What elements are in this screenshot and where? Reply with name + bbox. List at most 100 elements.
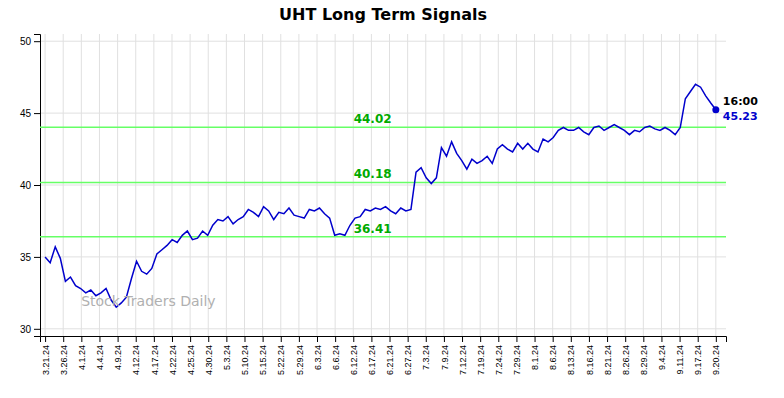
x-tick: 7.24.24 <box>494 336 504 375</box>
x-tick-mark <box>353 336 354 342</box>
x-tick: 6.6.24 <box>331 336 341 370</box>
grid-line-x <box>280 34 281 336</box>
x-tick: 4.12.24 <box>131 336 141 375</box>
x-tick-label: 4.1.24 <box>77 345 87 370</box>
x-tick: 8.26.24 <box>621 336 631 375</box>
x-tick-mark <box>136 336 137 342</box>
x-tick: 9.11.24 <box>675 336 685 374</box>
y-axis-line <box>34 35 41 337</box>
grid-line-x <box>498 34 499 336</box>
y-tick: 40 <box>20 180 40 191</box>
x-tick-label: 5.10.24 <box>240 345 250 375</box>
y-tick: 30 <box>20 324 40 335</box>
y-tick-label: 50 <box>20 36 32 47</box>
x-tick-mark <box>63 336 64 342</box>
x-tick-label: 4.4.24 <box>95 345 105 370</box>
grid-line-x <box>244 34 245 336</box>
x-tick-mark <box>571 336 572 342</box>
x-tick-mark <box>281 336 282 342</box>
x-tick-mark <box>244 336 245 342</box>
end-time-label: 16:00 <box>723 95 758 108</box>
grid-line-x <box>552 34 553 336</box>
x-tick-label: 7.12.24 <box>458 345 468 375</box>
x-tick: 4.25.24 <box>186 336 196 375</box>
texts: UHT Long Term Signals 36.41 40.18 44.02 16:0… <box>81 5 758 309</box>
signal-label: 40.18 <box>354 167 392 181</box>
grid-line-x <box>607 34 608 336</box>
grid-line-x <box>425 34 426 336</box>
grid-line-x <box>516 34 517 336</box>
x-tick: 8.29.24 <box>639 336 649 375</box>
x-tick-mark <box>426 336 427 342</box>
x-tick-label: 7.19.24 <box>476 345 486 375</box>
y-tick-label: 30 <box>20 324 32 335</box>
x-tick-mark <box>553 336 554 342</box>
x-tick: 4.9.24 <box>113 336 123 370</box>
x-axis: 3.21.24 3.26.24 4.1.24 4.4.24 4.9.24 4.12.24 4… <box>41 336 727 375</box>
signal-line <box>40 126 726 128</box>
x-tick-mark <box>317 336 318 342</box>
grid-line-x <box>262 34 263 336</box>
x-tick: 5.10.24 <box>240 336 250 375</box>
x-tick: 4.4.24 <box>95 336 105 370</box>
x-tick-label: 6.6.24 <box>331 345 341 370</box>
grid-line-x <box>407 34 408 336</box>
x-tick-label: 9.20.24 <box>711 345 721 375</box>
x-tick-label: 4.12.24 <box>131 345 141 375</box>
signal-line <box>40 182 726 184</box>
grid-line-y <box>40 256 726 257</box>
x-tick-label: 6.3.24 <box>313 345 323 370</box>
x-tick: 8.21.24 <box>603 336 613 375</box>
grid-line-x <box>534 34 535 336</box>
x-tick: 9.4.24 <box>657 336 667 370</box>
x-tick-mark <box>535 336 536 342</box>
x-tick: 4.17.24 <box>150 336 160 375</box>
x-tick-label: 6.21.24 <box>385 345 395 375</box>
x-tick-label: 7.29.24 <box>512 345 522 375</box>
x-tick-mark <box>661 336 662 342</box>
x-tick: 3.21.24 <box>41 336 51 375</box>
x-tick-mark <box>716 336 717 342</box>
x-tick-mark <box>172 336 173 342</box>
grid-line-x <box>117 34 118 336</box>
x-tick-mark <box>498 336 499 342</box>
x-tick-label: 3.21.24 <box>41 345 51 375</box>
x-tick-label: 4.22.24 <box>168 345 178 375</box>
grid-line-x <box>697 34 698 336</box>
x-tick-label: 5.3.24 <box>222 345 232 370</box>
x-tick-label: 8.29.24 <box>639 345 649 375</box>
x-tick-label: 5.29.24 <box>295 345 305 375</box>
signal-label: 36.41 <box>354 222 392 236</box>
signal-label: 44.02 <box>354 112 392 126</box>
x-tick-mark <box>81 336 82 342</box>
x-tick-label: 3.26.24 <box>59 345 69 375</box>
grid-line-x <box>63 34 64 336</box>
x-tick-label: 6.27.24 <box>403 345 413 375</box>
end-price-label: 45.23 <box>723 110 758 123</box>
grid-line-x <box>45 34 46 336</box>
y-tick-label: 40 <box>20 180 32 191</box>
grid-line-x <box>153 34 154 336</box>
x-tick-mark <box>698 336 699 342</box>
x-tick: 6.17.24 <box>367 336 377 375</box>
x-tick-mark <box>118 336 119 342</box>
grid <box>40 34 726 336</box>
x-tick: 8.1.24 <box>530 336 540 370</box>
grid-line-x <box>317 34 318 336</box>
x-tick: 7.3.24 <box>421 336 431 370</box>
x-tick-label: 7.24.24 <box>494 345 504 375</box>
x-tick-mark <box>462 336 463 342</box>
x-tick: 5.29.24 <box>295 336 305 375</box>
x-tick: 8.16.24 <box>585 336 595 375</box>
x-tick: 5.3.24 <box>222 336 232 370</box>
x-tick-mark <box>190 336 191 342</box>
grid-line-x <box>480 34 481 336</box>
grid-line-x <box>371 34 372 336</box>
y-tick: 45 <box>20 108 40 119</box>
x-tick-mark <box>335 336 336 342</box>
x-tick: 7.12.24 <box>458 336 468 375</box>
x-tick: 6.21.24 <box>385 336 395 375</box>
title: UHT Long Term Signals <box>279 5 487 24</box>
x-tick-label: 4.17.24 <box>150 345 160 375</box>
x-tick: 7.9.24 <box>440 336 450 370</box>
